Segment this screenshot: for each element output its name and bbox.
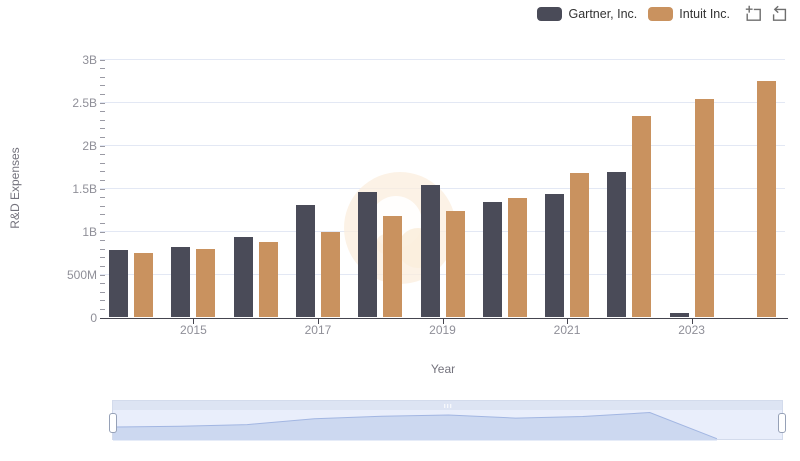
bar-gartnerinc-2019[interactable] [420,185,440,318]
datazoom-area-line [113,411,718,440]
y-tick-label: 1.5B [72,181,97,196]
y-axis-tick [100,222,105,224]
x-tick-label-2021: 2021 [553,322,581,337]
gridline-2.5B [100,102,785,103]
bar-gartnerinc-2023[interactable] [669,313,689,318]
y-axis-tick [100,102,105,104]
gridline-500M [100,274,785,275]
bar-intuitinc-2024[interactable] [756,80,776,318]
bar-gartnerinc-2021[interactable] [545,193,565,318]
bar-intuitinc-2021[interactable] [570,173,590,318]
legend-item-gartner[interactable]: Gartner, Inc. [537,6,638,21]
drag-grip-icon[interactable] [443,403,452,408]
gridline-2B [100,145,785,146]
datazoom-area-fill [113,412,717,441]
bar-gartnerinc-2014[interactable] [109,249,129,318]
y-axis-tick [100,300,105,302]
datazoom-slider[interactable] [109,400,786,441]
y-tick-label: 2.5B [72,95,97,110]
y-axis-tick [100,248,105,250]
bar-intuitinc-2015[interactable] [196,248,216,318]
y-axis-title: R&D Expenses [8,147,22,229]
y-axis-tick [100,111,105,113]
x-axis-tick-2021 [567,318,569,324]
y-axis-tick [100,214,105,216]
bar-gartnerinc-2017[interactable] [295,205,315,318]
bar-intuitinc-2020[interactable] [507,197,527,318]
y-axis-tick [100,291,105,293]
y-axis-tick [100,93,105,95]
y-axis-tick [100,119,105,121]
bar-gartnerinc-2020[interactable] [482,202,502,318]
datazoom-shadow-area [113,411,718,441]
zoom-select-icon[interactable] [745,5,762,22]
x-tick-label-2023: 2023 [678,322,705,337]
y-axis-tick [100,283,105,285]
y-axis-tick [100,76,105,78]
bar-intuitinc-2022[interactable] [632,115,652,318]
y-axis-tick [100,179,105,181]
plot-area: R&D Expenses Year 0 500M 1B 1.5B 2B 2.5B 3B 201… [8,52,788,376]
y-axis-tick [100,197,105,199]
x-axis-tick-2015 [193,318,195,324]
y-tick-label: 0 [90,310,97,325]
y-tick-label: 500M [66,267,97,282]
datazoom-top-strip[interactable] [113,401,782,410]
y-axis-tick [100,240,105,242]
intuit-swatch [648,6,674,21]
bar-intuitinc-2019[interactable] [445,211,465,318]
datazoom-right-handle[interactable] [778,413,786,433]
y-axis-tick [100,136,105,138]
y-axis-tick [100,231,105,233]
y-axis-tick [100,85,105,87]
bar-gartnerinc-2022[interactable] [607,172,627,318]
y-axis-tick [100,308,105,310]
x-axis-tick-2019 [442,318,444,324]
bar-intuitinc-2016[interactable] [258,241,278,318]
y-tick-label: 3B [82,52,97,67]
restore-icon[interactable] [771,5,788,22]
bar-intuitinc-2014[interactable] [134,252,154,318]
toolbox [745,5,788,22]
y-axis-tick [100,274,105,276]
y-axis-tick [100,162,105,164]
y-axis-tick [100,257,105,259]
y-axis-tick [100,171,105,173]
intuit-legend-label: Intuit Inc. [679,6,730,21]
gridline-3B [100,59,785,60]
y-axis-tick [100,154,105,156]
x-axis-tick-2017 [317,318,319,324]
y-axis-tick [100,265,105,267]
y-axis-tick [100,59,105,61]
gridline-1.5B [100,188,785,189]
x-tick-label-2019: 2019 [429,322,456,337]
x-tick-label-2015: 2015 [180,322,207,337]
legend: Gartner, Inc. Intuit Inc. [537,5,788,22]
bar-intuitinc-2018[interactable] [383,215,403,318]
x-tick-label-2017: 2017 [304,322,332,337]
bar-gartnerinc-2016[interactable] [233,237,253,318]
y-axis-tick [100,145,105,147]
bar-intuitinc-2023[interactable] [694,99,714,318]
datazoom-left-handle[interactable] [109,413,117,433]
y-tick-label: 2B [82,138,97,153]
legend-item-intuit[interactable]: Intuit Inc. [648,6,730,21]
y-axis-tick [100,205,105,207]
gartner-swatch [537,6,563,21]
bar-gartnerinc-2018[interactable] [358,191,378,318]
x-axis-tick-2023 [691,318,693,324]
bar-intuitinc-2017[interactable] [320,231,340,318]
gartner-legend-label: Gartner, Inc. [568,6,638,21]
x-axis-title: Year [430,362,456,376]
bar-gartnerinc-2015[interactable] [171,246,191,318]
y-tick-label: 1B [82,224,97,239]
y-axis-tick [100,188,105,190]
x-axis-line [100,317,788,319]
y-axis-tick [100,128,105,130]
y-axis-tick [100,68,105,70]
